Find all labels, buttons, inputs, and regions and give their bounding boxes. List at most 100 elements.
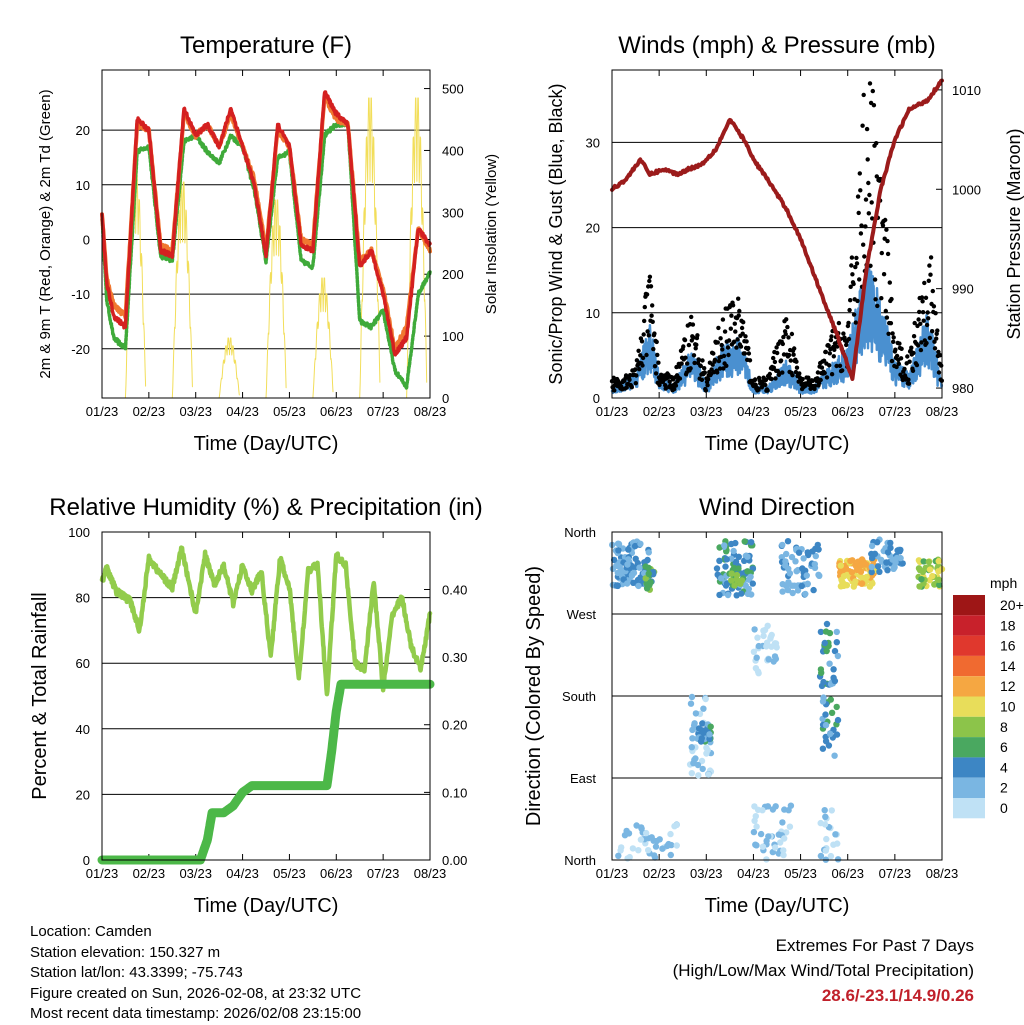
direction-point xyxy=(751,626,758,633)
direction-point xyxy=(831,677,839,685)
direction-point xyxy=(784,538,792,545)
direction-point xyxy=(810,586,817,594)
gust-point xyxy=(642,304,647,310)
x-tick-label: 01/23 xyxy=(596,866,629,881)
gust-point xyxy=(732,321,737,326)
direction-point xyxy=(687,700,695,707)
gust-point xyxy=(848,298,853,303)
gust-point xyxy=(720,347,725,352)
colorbar-swatch xyxy=(953,655,985,677)
direction-point xyxy=(760,627,767,634)
panel-title: Relative Humidity (%) & Precipitation (i… xyxy=(49,494,482,521)
gust-point xyxy=(652,364,658,369)
gust-point xyxy=(717,366,723,371)
direction-point xyxy=(804,549,811,556)
gust-point xyxy=(711,351,716,356)
direction-point xyxy=(750,828,758,836)
direction-point xyxy=(786,570,794,577)
direction-point xyxy=(827,696,834,703)
x-tick-label: 01/23 xyxy=(86,404,119,419)
y-tick-label: 20 xyxy=(76,787,90,802)
x-tick-label: 06/23 xyxy=(831,866,864,881)
gust-point xyxy=(880,223,886,228)
direction-point xyxy=(780,851,787,859)
gust-point xyxy=(832,347,837,352)
x-tick-label: 03/23 xyxy=(690,404,723,419)
y-axis-label: Direction (Colored By Speed) xyxy=(523,566,545,826)
direction-point xyxy=(752,813,759,820)
gust-point xyxy=(797,371,802,376)
x-axis-label: Time (Day/UTC) xyxy=(705,433,850,455)
direction-point xyxy=(876,568,883,575)
gust-point xyxy=(866,180,871,186)
gust-point xyxy=(937,353,943,358)
direction-point xyxy=(645,549,652,556)
gust-point xyxy=(917,309,922,315)
gust-point xyxy=(867,81,873,86)
gust-point xyxy=(729,313,734,318)
direction-point xyxy=(788,553,796,561)
gust-point xyxy=(860,123,865,128)
x-tick-label: 03/23 xyxy=(179,404,212,419)
gust-point xyxy=(927,263,932,268)
direction-point xyxy=(780,847,787,854)
direction-point xyxy=(644,556,651,564)
gust-point xyxy=(853,320,858,325)
direction-point xyxy=(863,573,870,581)
colorbar-label: 16 xyxy=(1000,638,1016,654)
direction-point xyxy=(614,569,621,577)
gust-point xyxy=(651,346,656,352)
direction-point xyxy=(713,565,721,572)
gust-point xyxy=(921,318,926,323)
plot-border xyxy=(101,531,431,861)
direction-point xyxy=(671,823,678,830)
gust-point xyxy=(638,353,643,358)
direction-point xyxy=(667,830,674,838)
direction-point xyxy=(656,836,663,843)
gust-point xyxy=(849,263,854,268)
gust-point xyxy=(897,341,902,346)
gust-point xyxy=(683,355,688,360)
gust-point xyxy=(827,351,832,356)
direction-point xyxy=(874,563,882,570)
gust-point xyxy=(922,280,927,286)
direction-point xyxy=(833,639,840,646)
gust-point xyxy=(906,381,912,386)
gust-point xyxy=(691,335,696,340)
direction-point xyxy=(889,556,896,563)
direction-point xyxy=(760,632,767,640)
gust-point xyxy=(655,352,660,358)
gust-point xyxy=(887,280,892,285)
direction-point xyxy=(783,550,790,558)
y-tick-label: 0 xyxy=(83,853,90,868)
direction-point xyxy=(781,835,788,842)
gust-point xyxy=(689,314,694,320)
direction-point xyxy=(750,648,758,655)
gust-point xyxy=(656,360,661,365)
direction-point xyxy=(860,559,868,566)
solar-insolation-line xyxy=(218,337,240,399)
gust-point xyxy=(636,348,641,353)
direction-point xyxy=(692,710,700,717)
gust-point xyxy=(733,329,738,334)
gust-point xyxy=(742,351,748,356)
gust-point xyxy=(906,377,911,382)
gust-point xyxy=(864,126,870,132)
gust-point xyxy=(819,365,825,370)
direction-point xyxy=(651,852,658,859)
direction-point xyxy=(642,575,649,582)
x-axis-label: Time (Day/UTC) xyxy=(705,895,850,917)
gust-point xyxy=(702,370,707,375)
direction-point xyxy=(673,842,680,849)
gust-point xyxy=(693,346,698,351)
temp-2m-line xyxy=(100,90,432,357)
y2-tick-label: 1010 xyxy=(952,83,981,98)
gust-point xyxy=(736,313,741,318)
direction-point xyxy=(800,555,807,562)
gust-point xyxy=(914,362,920,368)
y2-axis-label: Solar Insolation (Yellow) xyxy=(483,154,500,314)
gust-point xyxy=(927,335,933,341)
location-text: Location: Camden xyxy=(30,923,152,940)
direction-point xyxy=(638,824,645,831)
gust-points xyxy=(609,81,944,393)
